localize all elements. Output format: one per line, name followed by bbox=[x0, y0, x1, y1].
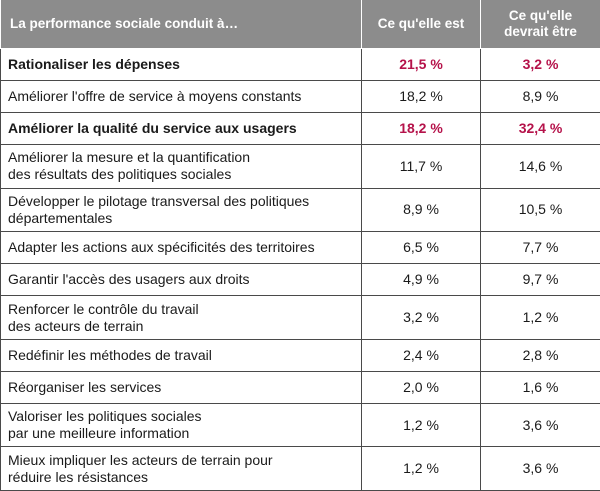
row-label: Développer le pilotage transversal des p… bbox=[0, 187, 362, 233]
row-target-value: 2,8 % bbox=[480, 338, 600, 372]
row-label: Renforcer le contrôle du travail des acte… bbox=[0, 295, 362, 340]
row-label: Valoriser les politiques sociales par une… bbox=[0, 402, 362, 448]
header-row: La performance sociale conduit à… Ce qu'… bbox=[0, 0, 600, 49]
row-target-value: 8,9 % bbox=[480, 80, 600, 114]
row-current-value: 2,4 % bbox=[361, 338, 481, 372]
row-current-value: 1,2 % bbox=[361, 402, 481, 448]
row-target-value: 3,6 % bbox=[480, 402, 600, 448]
row-label: Rationaliser les dépenses bbox=[0, 47, 362, 82]
row-current-value: 3,2 % bbox=[361, 295, 481, 340]
row-label: Réorganiser les services bbox=[0, 370, 362, 404]
row-target-value: 32,4 % bbox=[480, 112, 600, 146]
row-target-value: 9,7 % bbox=[480, 263, 600, 297]
row-current-value: 18,2 % bbox=[361, 112, 481, 146]
row-target-value: 7,7 % bbox=[480, 231, 600, 265]
row-label: Améliorer la qualité du service aux usag… bbox=[0, 112, 362, 146]
row-current-value: 8,9 % bbox=[361, 187, 481, 233]
row-current-value: 1,2 % bbox=[361, 446, 481, 491]
table-row: Améliorer la mesure et la quantification… bbox=[0, 144, 600, 189]
row-label: Redéfinir les méthodes de travail bbox=[0, 338, 362, 372]
header-target-line2: devrait être bbox=[504, 24, 577, 39]
row-current-value: 2,0 % bbox=[361, 370, 481, 404]
row-target-value: 1,2 % bbox=[480, 295, 600, 340]
table-row: Réorganiser les services 2,0 % 1,6 % bbox=[0, 370, 600, 404]
row-label: Adapter les actions aux spécificités des… bbox=[0, 231, 362, 265]
row-current-value: 4,9 % bbox=[361, 263, 481, 297]
row-target-value: 1,6 % bbox=[480, 370, 600, 404]
table-row: Garantir l'accès des usagers aux droits … bbox=[0, 263, 600, 297]
header-current-column: Ce qu'elle est bbox=[361, 0, 481, 49]
row-label: Améliorer l'offre de service à moyens co… bbox=[0, 80, 362, 114]
table-row: Améliorer la qualité du service aux usag… bbox=[0, 112, 600, 146]
row-target-value: 14,6 % bbox=[480, 144, 600, 189]
row-target-value: 3,6 % bbox=[480, 446, 600, 491]
row-label: Améliorer la mesure et la quantification… bbox=[0, 144, 362, 189]
row-current-value: 6,5 % bbox=[361, 231, 481, 265]
row-target-value: 3,2 % bbox=[480, 47, 600, 82]
row-current-value: 21,5 % bbox=[361, 47, 481, 82]
table-row: Renforcer le contrôle du travail des acte… bbox=[0, 295, 600, 340]
table-row: Redéfinir les méthodes de travail 2,4 % … bbox=[0, 338, 600, 372]
header-target-line1: Ce qu'elle bbox=[508, 8, 573, 23]
row-target-value: 10,5 % bbox=[480, 187, 600, 233]
header-label-column: La performance sociale conduit à… bbox=[0, 0, 362, 49]
table-row: Valoriser les politiques sociales par une… bbox=[0, 402, 600, 448]
header-target-column: Ce qu'elle devrait être bbox=[480, 0, 600, 49]
table-row: Mieux impliquer les acteurs de terrain p… bbox=[0, 446, 600, 491]
table-row: Développer le pilotage transversal des p… bbox=[0, 187, 600, 233]
row-label: Mieux impliquer les acteurs de terrain p… bbox=[0, 446, 362, 491]
table-row: Améliorer l'offre de service à moyens co… bbox=[0, 80, 600, 114]
row-label: Garantir l'accès des usagers aux droits bbox=[0, 263, 362, 297]
table-row: Rationaliser les dépenses 21,5 % 3,2 % bbox=[0, 47, 600, 82]
row-current-value: 11,7 % bbox=[361, 144, 481, 189]
row-current-value: 18,2 % bbox=[361, 80, 481, 114]
table-row: Adapter les actions aux spécificités des… bbox=[0, 231, 600, 265]
